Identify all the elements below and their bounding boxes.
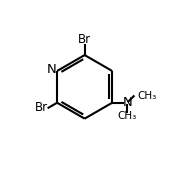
Text: CH₃: CH₃ (138, 90, 157, 101)
Text: Br: Br (78, 33, 91, 46)
Text: N: N (122, 96, 132, 109)
Text: Br: Br (35, 101, 48, 114)
Text: N: N (46, 63, 56, 76)
Text: CH₃: CH₃ (117, 111, 137, 121)
